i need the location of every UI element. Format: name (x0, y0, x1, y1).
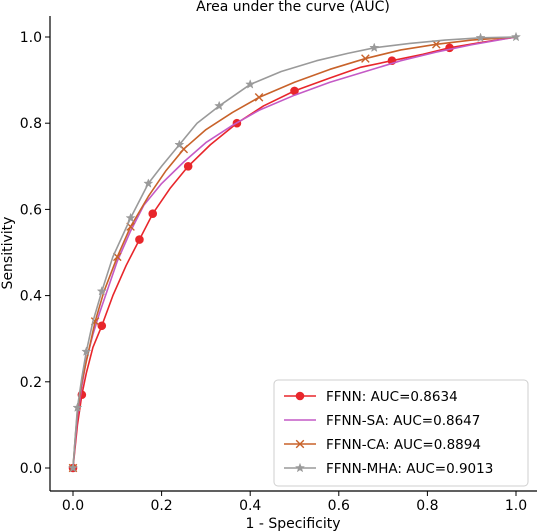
data-point (183, 162, 193, 171)
y-tick-label: 1.0 (20, 30, 42, 46)
data-point (254, 93, 264, 102)
series-layer (67, 31, 522, 473)
data-point (174, 139, 185, 150)
y-tick-label: 0.2 (20, 375, 42, 391)
legend-label: FFNN-MHA: AUC=0.9013 (326, 461, 493, 477)
legend-item: FFNN-SA: AUC=0.8647 (284, 413, 480, 429)
legend-label: FFNN-CA: AUC=0.8894 (326, 437, 481, 453)
data-point (97, 321, 107, 331)
y-tick-label: 0.4 (20, 289, 42, 305)
y-tick-label: 0.0 (20, 461, 42, 477)
x-tick-label: 0.0 (62, 498, 84, 514)
x-ticks: 0.0 0.2 0.4 0.6 0.8 1.0 (62, 491, 527, 514)
x-tick-label: 1.0 (505, 498, 527, 514)
series-line (72, 36, 517, 469)
x-axis-label: 1 - Specificity (245, 516, 340, 532)
legend-box (273, 379, 529, 487)
data-point (214, 100, 225, 111)
y-tick-label: 0.8 (20, 116, 42, 132)
data-point (125, 212, 136, 223)
legend: FFNN: AUC=0.8634 FFNN-SA: AUC=0.8647 FFNN-… (273, 379, 529, 487)
data-point (361, 54, 370, 63)
data-point (135, 235, 144, 244)
data-point (72, 402, 83, 412)
data-point (143, 178, 154, 188)
legend-marker (295, 391, 305, 401)
data-point (81, 346, 92, 356)
data-point (245, 79, 256, 89)
series-line (72, 36, 517, 469)
x-tick-label: 0.2 (150, 498, 172, 514)
x-tick-label: 0.6 (328, 498, 350, 514)
legend-label: FFNN: AUC=0.8634 (326, 389, 458, 405)
data-point (369, 42, 380, 53)
y-ticks: 0.0 0.2 0.4 0.6 0.8 1.0 (20, 30, 50, 477)
y-tick-label: 0.6 (20, 202, 42, 218)
x-tick-label: 0.4 (239, 498, 261, 514)
chart-title: Area under the curve (AUC) (196, 0, 390, 15)
legend-item: FFNN-CA: AUC=0.8894 (284, 437, 481, 453)
axes (49, 16, 537, 492)
legend-item: FFNN-MHA: AUC=0.9013 (284, 461, 493, 477)
series-3 (67, 31, 522, 473)
legend-marker (294, 462, 306, 473)
data-point (510, 31, 522, 42)
legend-label: FFNN-SA: AUC=0.8647 (326, 413, 480, 429)
legend-item: FFNN: AUC=0.8634 (284, 389, 458, 405)
x-tick-label: 0.8 (416, 498, 438, 514)
data-point (67, 462, 79, 473)
data-point (96, 285, 107, 296)
data-point (148, 209, 158, 219)
y-axis-label: Sensitivity (0, 217, 16, 290)
legend-marker (295, 439, 305, 449)
data-point (475, 32, 486, 43)
